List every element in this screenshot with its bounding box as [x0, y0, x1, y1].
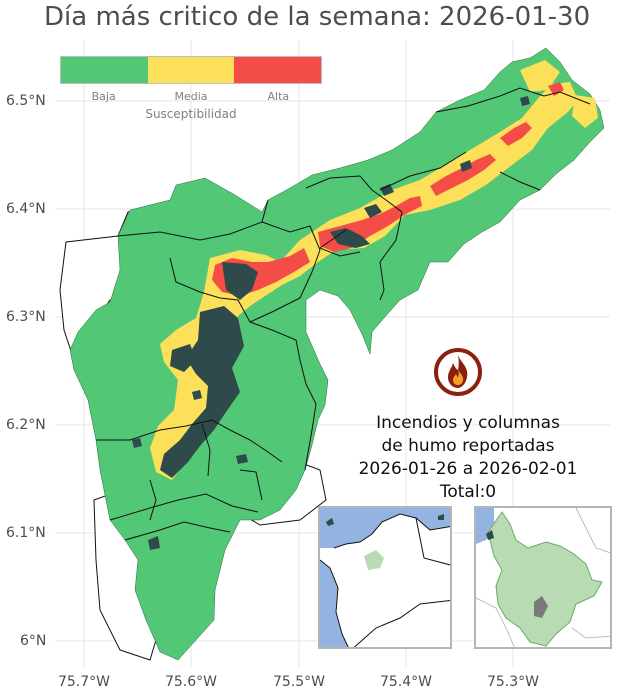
- fire-report-period: 2026-01-26 a 2026-02-01: [358, 459, 578, 479]
- municipality-boundaries: [96, 87, 591, 541]
- inset-department-region: [487, 511, 603, 647]
- legend-labels: Baja Media Alta: [60, 90, 322, 103]
- legend-swatch-low: [61, 57, 148, 83]
- inset-country-map: [318, 506, 452, 649]
- fire-report-line: Incendios y columnas: [376, 413, 560, 433]
- fire-report-info: Incendios y columnas de humo reportadas …: [330, 412, 606, 504]
- x-tick-label: 75.5°W: [272, 674, 326, 690]
- fire-icon: [434, 348, 482, 396]
- region-low-susceptibility: [69, 47, 605, 661]
- fire-report-total: Total:0: [439, 482, 497, 502]
- map-title: Día más critico de la semana: 2026-01-30: [44, 2, 591, 32]
- x-tick-label: 75.3°W: [486, 674, 540, 690]
- legend-swatch-medium: [147, 57, 235, 83]
- x-tick-label: 75.4°W: [379, 674, 433, 690]
- x-tick-label: 75.6°W: [164, 674, 218, 690]
- legend-label-high: Alta: [267, 90, 290, 103]
- y-tick-label: 6.2°N: [6, 417, 46, 433]
- y-tick-label: 6°N: [20, 633, 47, 649]
- inset-ocean: [320, 508, 450, 548]
- inset-department-map: [474, 506, 612, 649]
- x-tick-label: 75.7°W: [57, 674, 111, 690]
- region-medium-susceptibility: [150, 60, 598, 480]
- legend-swatch-high: [234, 57, 322, 83]
- y-tick-label: 6.4°N: [6, 201, 46, 217]
- urban-areas: [132, 96, 530, 550]
- inset-highlight-region: [364, 550, 384, 570]
- fire-report-line: de humo reportadas: [381, 436, 555, 456]
- y-tick-label: 6.1°N: [6, 525, 46, 541]
- legend-title: Susceptibilidad: [145, 107, 237, 121]
- legend-label-medium: Media: [174, 90, 208, 103]
- y-tick-label: 6.5°N: [6, 93, 46, 109]
- legend-label-low: Baja: [91, 90, 116, 103]
- y-tick-label: 6.3°N: [6, 309, 46, 325]
- legend-colorbar: [60, 56, 322, 84]
